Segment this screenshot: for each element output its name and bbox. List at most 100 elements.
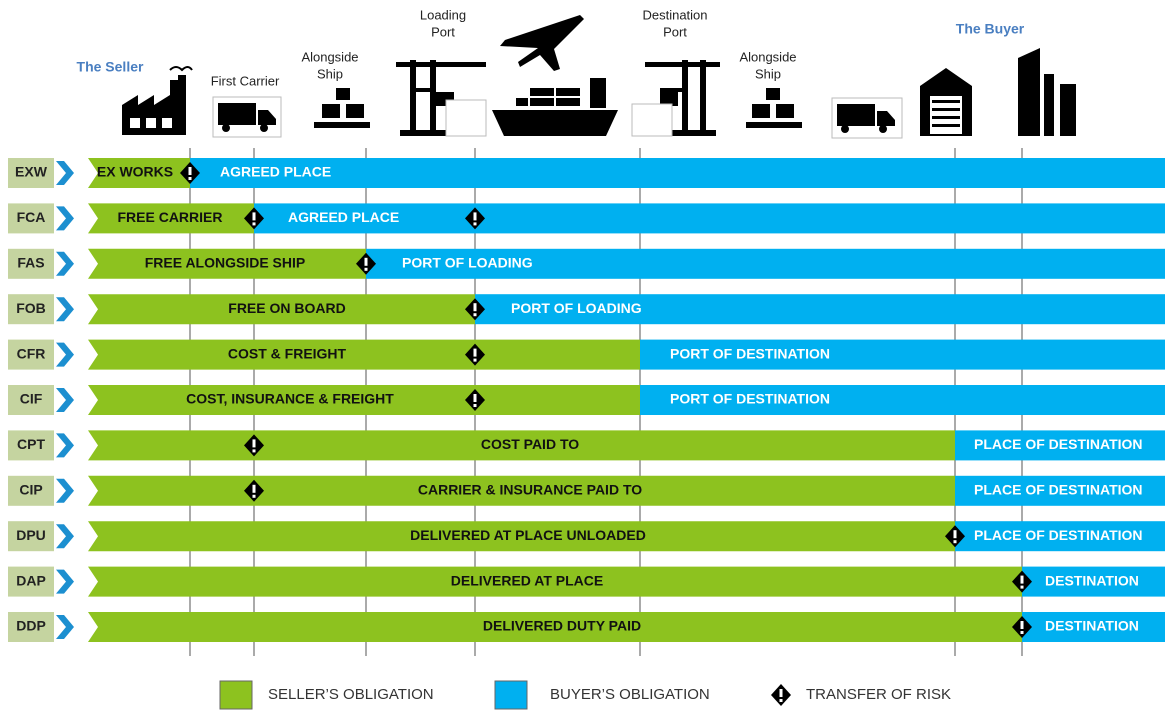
- seller-bar: [88, 158, 190, 188]
- code-box: [8, 612, 54, 642]
- legend-buyer-swatch: [494, 680, 528, 710]
- legend-buyer: BUYER’S OBLIGATION: [550, 686, 710, 703]
- seller-text: CARRIER & INSURANCE PAID TO: [418, 482, 642, 498]
- code-chevron: [56, 524, 74, 549]
- code-chevron: [56, 161, 74, 185]
- code: DAP: [16, 572, 46, 588]
- code: CFR: [17, 345, 46, 361]
- stage-label: Destination: [642, 7, 707, 22]
- buyer-bar: [1022, 566, 1165, 597]
- risk-mark: [1020, 621, 1024, 629]
- buyer-bar: [955, 475, 1165, 506]
- buyer-text: AGREED PLACE: [288, 209, 399, 225]
- risk-mark: [473, 394, 477, 402]
- buyer-text: DESTINATION: [1045, 618, 1139, 634]
- risk-mark: [473, 358, 477, 362]
- risk-mark: [473, 404, 477, 407]
- smoke: [169, 66, 193, 72]
- seller-bar: [88, 612, 1022, 642]
- truck-icon: [837, 104, 895, 126]
- code-box: [8, 385, 54, 415]
- wheel: [260, 124, 268, 132]
- icons: [122, 15, 1076, 139]
- buyer-bar: [190, 158, 1165, 188]
- code-chevron: [56, 388, 74, 412]
- seller-label: The Seller: [77, 59, 144, 75]
- code-chevron: [56, 615, 74, 639]
- seller-text: DELIVERED AT PLACE: [451, 572, 603, 588]
- risk-mark: [1020, 585, 1024, 589]
- seller-bar: [88, 475, 955, 506]
- code-chevron: [56, 569, 74, 594]
- stage-label: Alongside: [301, 49, 358, 64]
- risk-mark: [473, 222, 477, 226]
- seller-bar: [88, 248, 366, 279]
- code-chevron: [56, 342, 74, 367]
- seller-bar: [88, 566, 1022, 597]
- stage-label: Alongside: [739, 49, 796, 64]
- risk-mark: [188, 177, 192, 180]
- risk-mark: [252, 439, 256, 448]
- code-box: [8, 430, 54, 461]
- buyer-text: PLACE OF DESTINATION: [974, 482, 1143, 498]
- code-chevron: [56, 297, 74, 322]
- seller-text: EX WORKS: [97, 164, 173, 180]
- seller-bar: [88, 294, 475, 325]
- legend-seller-swatch: [219, 680, 253, 710]
- buyer-text: PORT OF DESTINATION: [670, 345, 830, 361]
- code-chevron: [56, 478, 74, 503]
- stage-label: Ship: [317, 66, 343, 81]
- seller-bar: [88, 203, 254, 234]
- container: [445, 99, 487, 137]
- code: CPT: [17, 436, 45, 452]
- buyer-bar: [254, 203, 1165, 234]
- seller-bar: [88, 521, 955, 552]
- truck-icon: [218, 103, 276, 125]
- buyer-text: PLACE OF DESTINATION: [974, 436, 1143, 452]
- seller-text: FREE ALONGSIDE SHIP: [145, 255, 306, 271]
- buyer-bar: [475, 294, 1165, 325]
- factory-icon: [122, 75, 186, 135]
- code-box: [8, 521, 54, 552]
- boxes-icon: [314, 88, 370, 128]
- buyer-bar: [366, 248, 1165, 279]
- stage-label: Port: [431, 24, 455, 39]
- seller-bar: [88, 339, 640, 370]
- risk-mark: [188, 167, 192, 175]
- risk-mark: [252, 212, 256, 221]
- code-box: [8, 566, 54, 597]
- buyer-text: PORT OF LOADING: [511, 300, 642, 316]
- door-lines: [932, 100, 960, 127]
- risk-mark: [364, 257, 368, 266]
- building-icon: [1018, 48, 1076, 136]
- wheel: [879, 125, 887, 133]
- seller-text: FREE CARRIER: [117, 209, 222, 225]
- seller-text: COST PAID TO: [481, 436, 579, 452]
- risk-mark: [364, 267, 368, 271]
- risk-mark: [252, 222, 256, 226]
- code-box: [8, 158, 54, 188]
- risk-mark: [473, 313, 477, 317]
- buyer-text: PLACE OF DESTINATION: [974, 527, 1143, 543]
- seller-text: DELIVERED AT PLACE UNLOADED: [410, 527, 646, 543]
- code: FOB: [16, 300, 46, 316]
- stage-label: Ship: [755, 66, 781, 81]
- buyer-text: PORT OF LOADING: [402, 255, 533, 271]
- buyer-bar: [955, 521, 1165, 552]
- risk-mark: [779, 699, 783, 702]
- buyer-label: The Buyer: [956, 21, 1025, 37]
- code-box: [8, 203, 54, 234]
- container: [631, 103, 673, 137]
- legend-risk: TRANSFER OF RISK: [806, 686, 951, 703]
- crane-icon: [396, 60, 486, 136]
- buyer-bar: [640, 385, 1165, 415]
- buyer-text: PORT OF DESTINATION: [670, 391, 830, 407]
- code: DPU: [16, 527, 46, 543]
- code-box: [8, 339, 54, 370]
- risk-mark: [252, 494, 256, 498]
- stage-label: First Carrier: [211, 73, 280, 88]
- risk-mark: [779, 689, 783, 697]
- seller-text: FREE ON BOARD: [228, 300, 345, 316]
- buyer-text: AGREED PLACE: [220, 164, 331, 180]
